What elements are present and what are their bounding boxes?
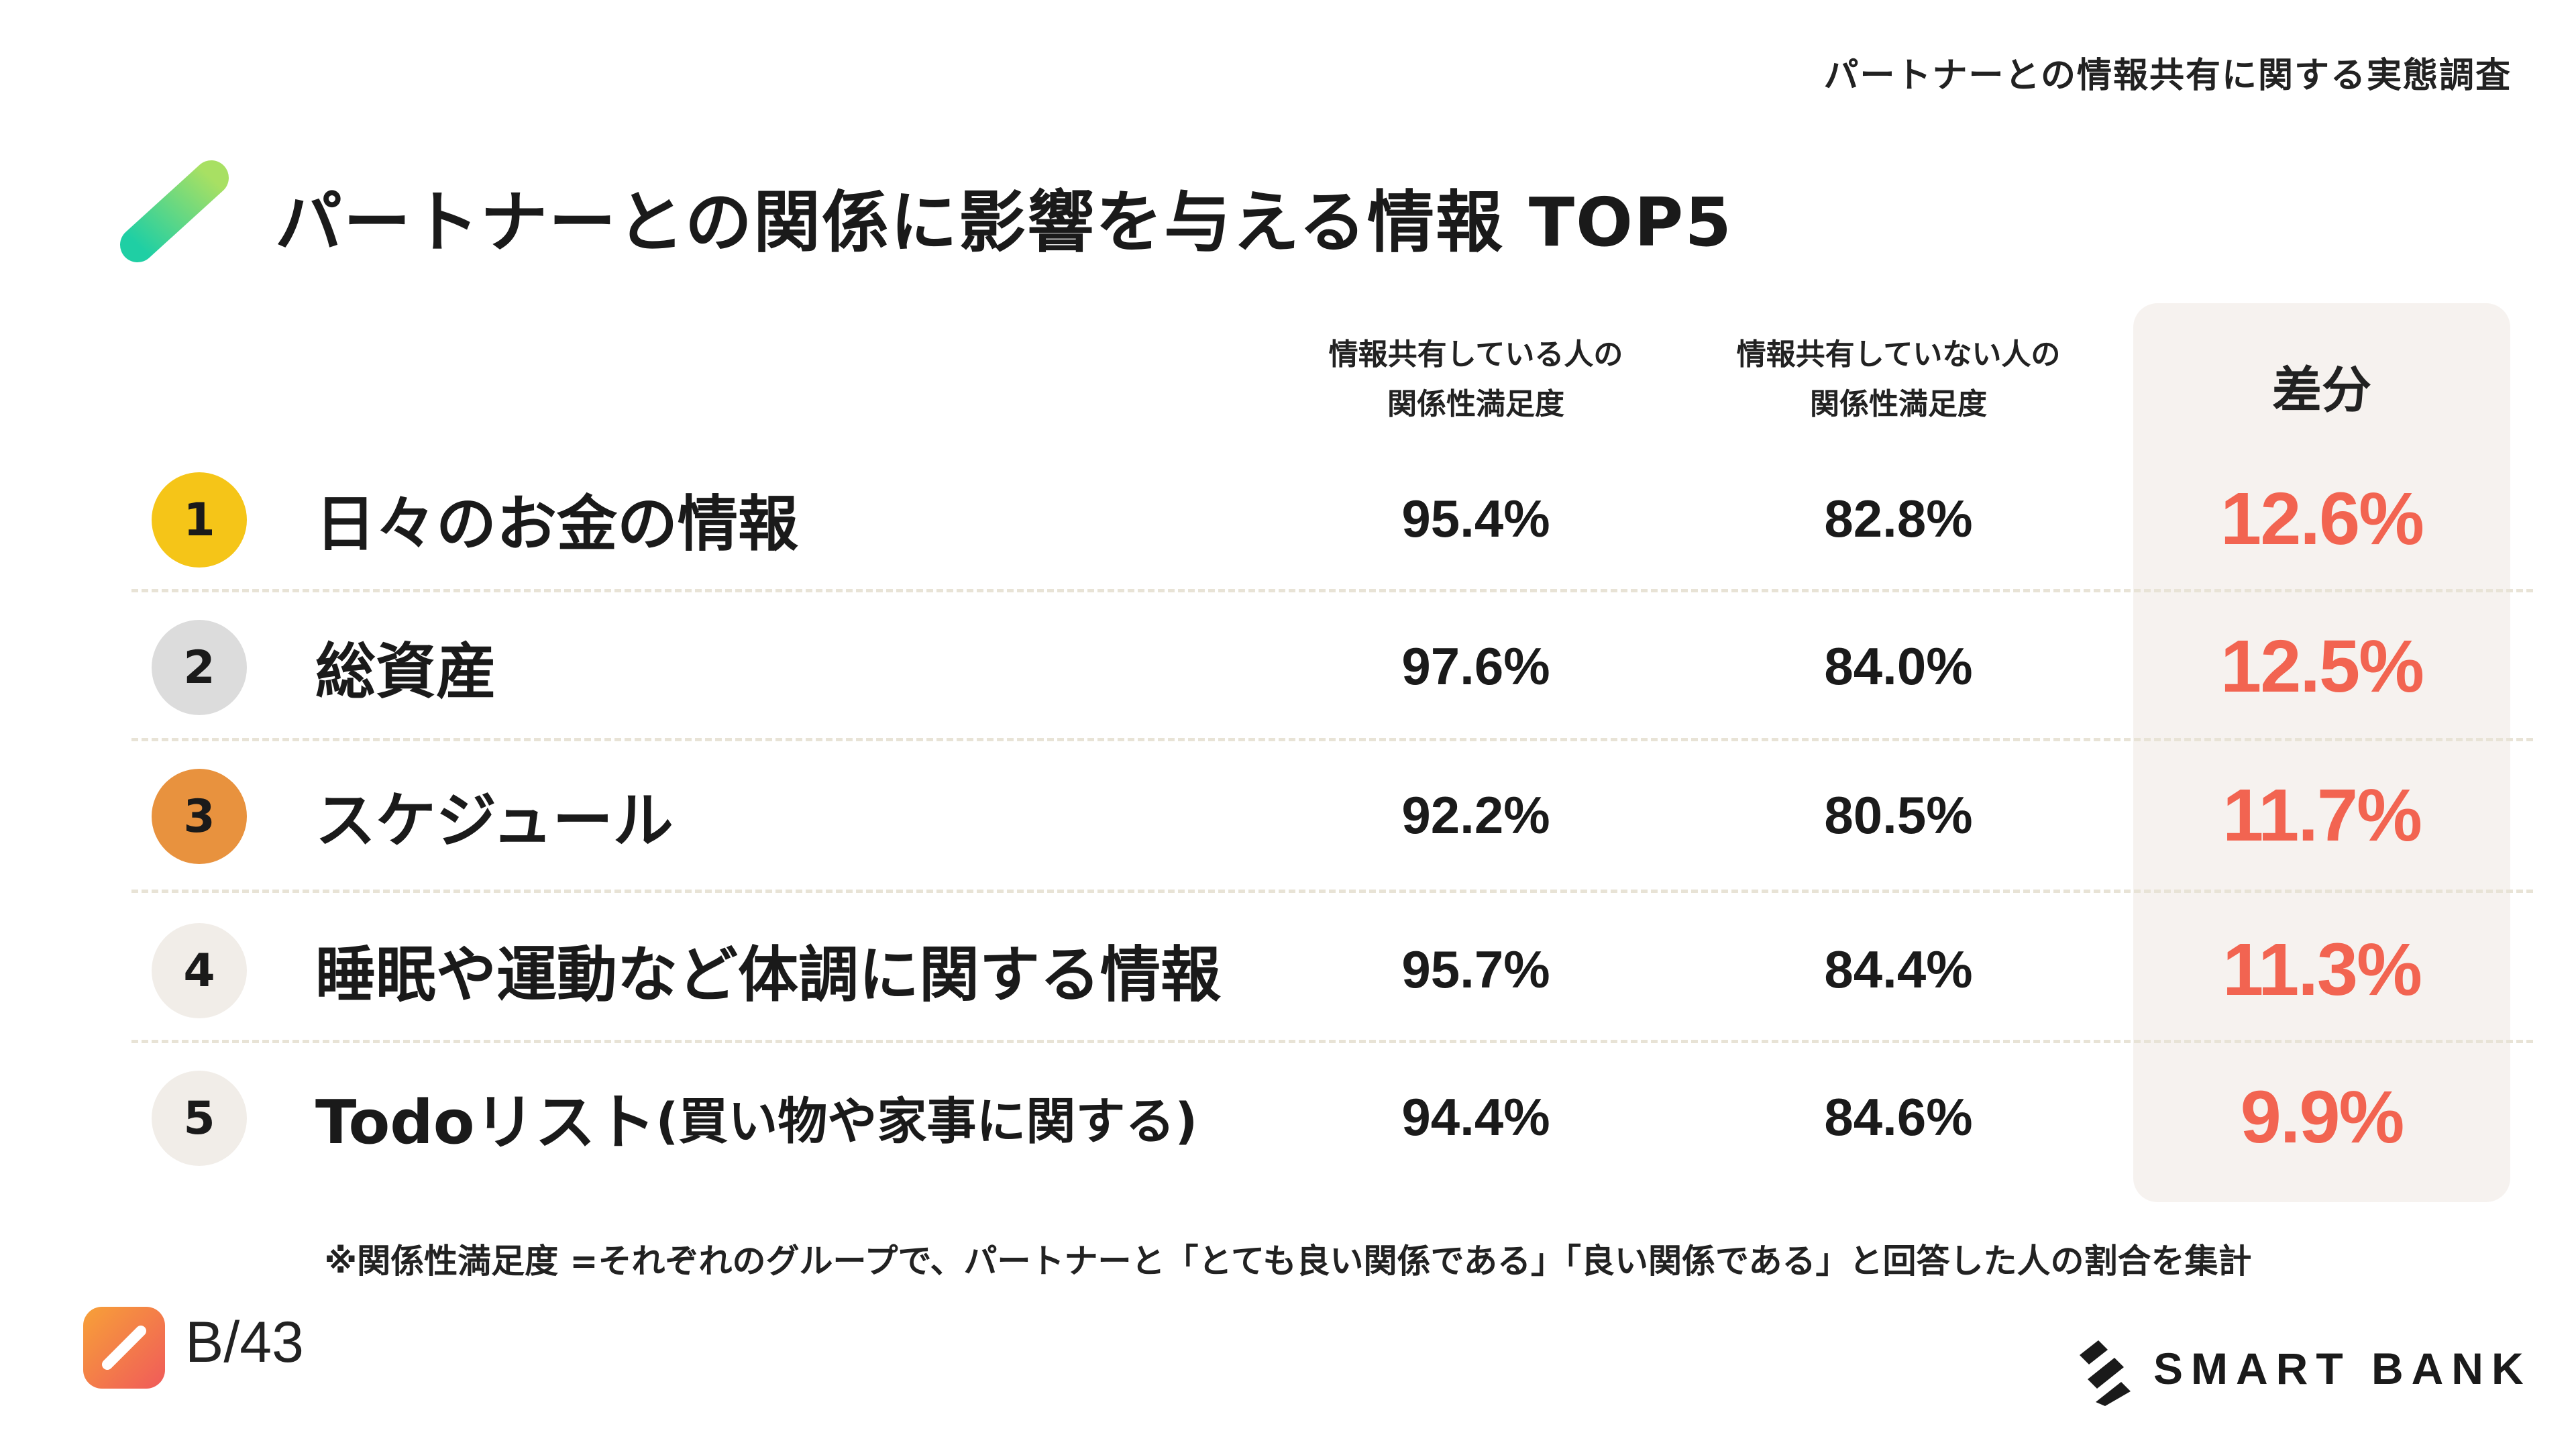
row-label: Todoリスト (買い物や家事に関する) [315,1046,1197,1187]
value-sharing: 95.7% [1401,939,1550,999]
page-title: パートナーとの関係に影響を与える情報 TOP5 [275,183,1733,262]
rank-badge: 5 [152,1071,247,1166]
value-difference: 11.7% [2222,773,2422,857]
brand-name: SMART BANK [2153,1344,2532,1393]
value-not-sharing: 80.5% [1824,785,1973,845]
row-divider [131,589,2533,592]
column-header-difference: 差分 [2272,362,2371,419]
column-header-sharing: 情報共有している人の 関係性満足度 [1281,330,1670,429]
row-label-text: スケジュール [315,786,674,856]
brand-logo-icon [2080,1340,2131,1406]
row-divider [131,890,2533,893]
value-not-sharing: 82.8% [1824,488,1973,548]
column-header-sharing-line1: 情報共有している人の [1328,337,1623,372]
rank-badge: 1 [152,472,247,568]
survey-title: パートナーとの情報共有に関する実態調査 [1823,56,2512,96]
table-row: 2 総資産 97.6% 84.0% 12.5% [0,596,2576,737]
value-difference: 12.6% [2220,477,2424,560]
title-accent-icon [120,160,229,262]
table-row: 4 睡眠や運動など体調に関する情報 95.7% 84.4% 11.3% [0,899,2576,1040]
row-label-text: 総資産 [315,637,496,707]
rank-badge: 3 [152,769,247,864]
value-sharing: 92.2% [1401,785,1550,845]
table-row: 5 Todoリスト (買い物や家事に関する) 94.4% 84.6% 9.9% [0,1046,2576,1187]
row-label-text: 日々のお金の情報 [315,489,798,559]
rank-badge: 4 [152,923,247,1018]
column-header-not-sharing: 情報共有していない人の 関係性満足度 [1690,330,2106,429]
value-difference: 12.5% [2220,625,2424,708]
rank-badge: 2 [152,620,247,715]
row-label: 睡眠や運動など体調に関する情報 [315,899,1221,1040]
value-not-sharing: 84.4% [1824,939,1973,999]
app-logo-icon [83,1307,165,1389]
row-label: 総資産 [315,596,496,737]
value-difference: 11.3% [2222,928,2422,1011]
column-header-sharing-line2: 関係性満足度 [1387,387,1564,421]
page-number: B/43 [185,1310,304,1375]
row-label: スケジュール [315,745,674,885]
value-sharing: 94.4% [1401,1087,1550,1146]
column-header-not-sharing-line2: 関係性満足度 [1810,387,1987,421]
difference-column-panel [2133,303,2510,1202]
value-not-sharing: 84.0% [1824,636,1973,696]
row-divider [131,1040,2533,1043]
row-divider [131,738,2533,741]
value-sharing: 95.4% [1401,488,1550,548]
value-difference: 9.9% [2240,1075,2405,1159]
column-header-not-sharing-line1: 情報共有していない人の [1736,337,2061,372]
table-row: 3 スケジュール 92.2% 80.5% 11.7% [0,745,2576,885]
value-not-sharing: 84.6% [1824,1087,1973,1146]
table-row: 1 日々のお金の情報 95.4% 82.8% 12.6% [0,448,2576,589]
row-label-subtext: (買い物や家事に関する) [655,1092,1198,1150]
row-label: 日々のお金の情報 [315,448,798,589]
value-sharing: 97.6% [1401,636,1550,696]
row-label-text: Todoリスト [315,1087,656,1158]
row-label-text: 睡眠や運動など体調に関する情報 [315,940,1221,1010]
footnote: ※関係性満足度 =それぞれのグループで、パートナーと「とても良い関係である」「良… [324,1242,2252,1281]
